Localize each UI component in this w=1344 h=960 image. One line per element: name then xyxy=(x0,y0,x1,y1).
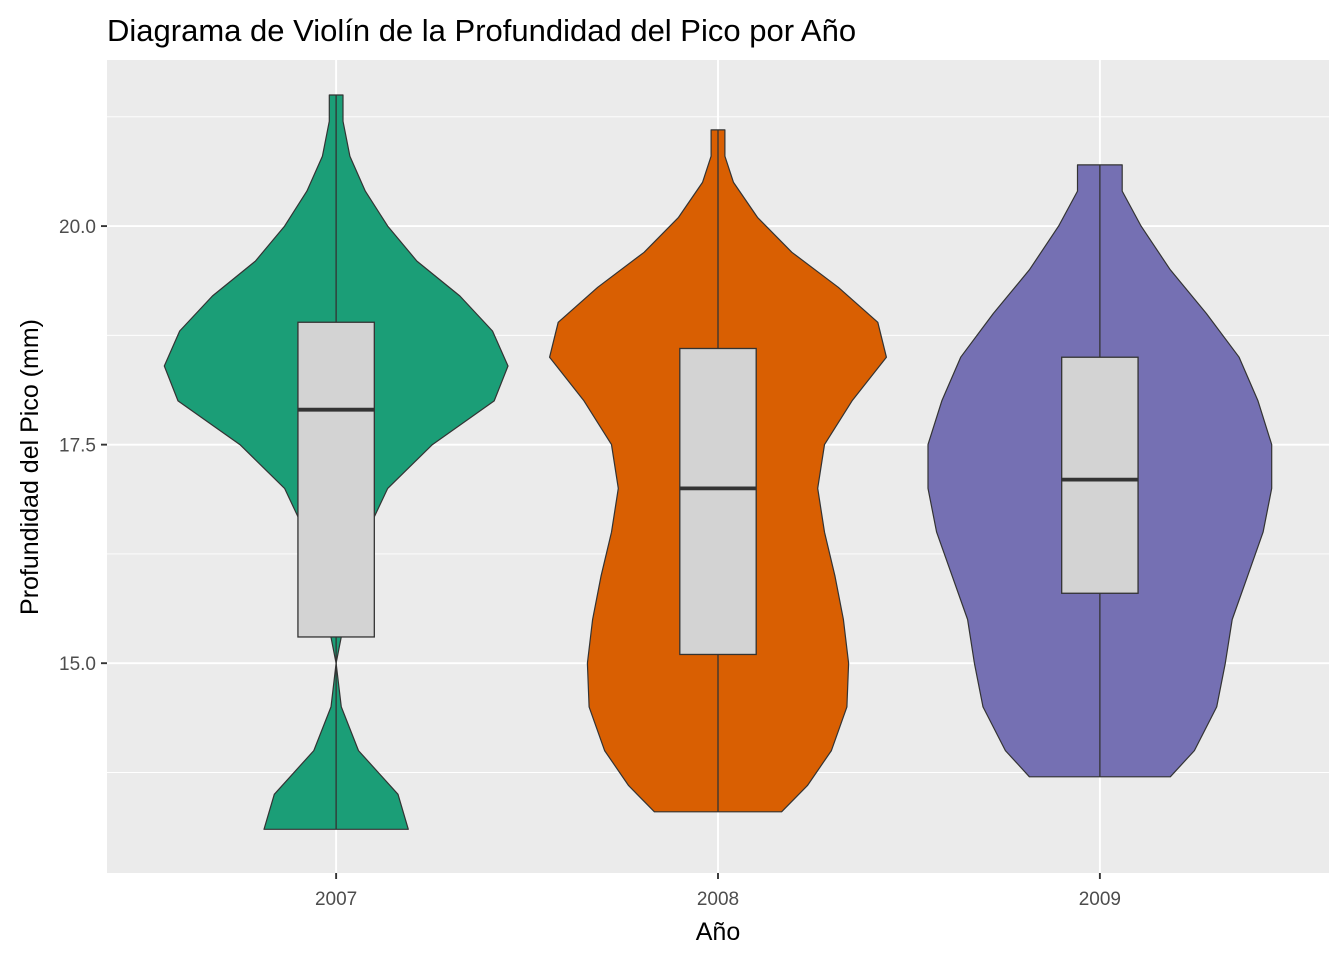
axes: 15.0 17.5 20.0 2007 2008 2009 xyxy=(59,217,1121,910)
y-axis-title: Profundidad del Pico (mm) xyxy=(16,319,44,615)
x-tick-label: 2007 xyxy=(315,889,357,910)
boxplots xyxy=(297,94,1139,830)
y-tick-label: 17.5 xyxy=(59,436,96,457)
x-axis-title: Año xyxy=(696,918,740,946)
box-2007 xyxy=(297,321,375,638)
x-tick-label: 2008 xyxy=(697,889,739,910)
x-tick-label: 2009 xyxy=(1079,889,1121,910)
y-tick-label: 20.0 xyxy=(59,217,96,238)
y-tick-label: 15.0 xyxy=(59,654,96,675)
chart-title: Diagrama de Violín de la Profundidad del… xyxy=(107,13,856,48)
box-2009 xyxy=(1061,356,1139,594)
box-2008 xyxy=(679,347,757,656)
